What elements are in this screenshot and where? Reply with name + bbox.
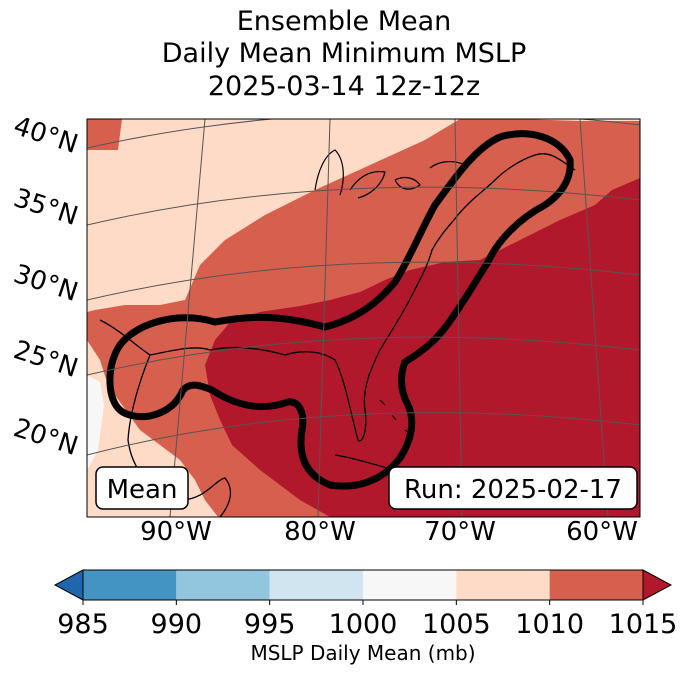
graticule: [87, 119, 640, 517]
map-frame: [86, 118, 641, 518]
colorbar-label: MSLP Daily Mean (mb): [250, 641, 475, 665]
colorbar-tick-label-1000: 1000: [329, 609, 398, 640]
colorbar-bin-990-995: [176, 570, 270, 600]
great-lakes: [314, 149, 466, 199]
colorbar-bin-995-1000: [269, 570, 363, 600]
annotation-run-box: [388, 466, 638, 510]
colorbar-bin-1000-1005: [363, 570, 457, 600]
annotation-mean-text: Mean: [107, 475, 178, 505]
title-line-1: Ensemble Mean: [236, 6, 452, 37]
map-area: [87, 119, 640, 517]
lat-label-35: 35°N: [10, 183, 82, 232]
colorbar-tick-label-1010: 1010: [515, 609, 584, 640]
bahamas: [379, 399, 411, 435]
annotation-mean-box: [95, 466, 189, 510]
lon-label-70: 70°W: [424, 517, 496, 547]
lon-label-80: 80°W: [284, 517, 356, 547]
lat-label-25: 25°N: [10, 335, 82, 384]
lat-label-30: 30°N: [10, 259, 82, 308]
colorbar-tick-label-1005: 1005: [422, 609, 491, 640]
colorbar-tick-label-985: 985: [57, 609, 109, 640]
contour-outline: [106, 130, 574, 490]
annotation-run: Run: 2025-02-17: [388, 466, 638, 510]
lon-labels: 90°W 80°W 70°W 60°W: [140, 517, 638, 547]
annotation-mean: Mean: [95, 466, 189, 510]
colorbar-tick-label-990: 990: [151, 609, 203, 640]
lon-label-60: 60°W: [566, 517, 638, 547]
title-line-3: 2025-03-14 12z-12z: [207, 71, 481, 102]
colorbar-tick-label-1015: 1015: [609, 609, 678, 640]
colorbar-bin-1010-1015: [549, 570, 643, 600]
lat-label-40: 40°N: [10, 111, 82, 160]
lon-label-90: 90°W: [140, 517, 212, 547]
annotation-run-text: Run: 2025-02-17: [404, 475, 622, 505]
lat-labels: 40°N 35°N 30°N 25°N 20°N: [10, 111, 82, 462]
colorbar-tick-label-995: 995: [244, 609, 296, 640]
colorbar-extend-low: [53, 569, 84, 601]
title-line-2: Daily Mean Minimum MSLP: [161, 38, 527, 69]
colorbar-extend-high: [642, 569, 673, 601]
coastline: [99, 153, 576, 442]
band-1005-1010-north: [87, 119, 460, 312]
lat-label-20: 20°N: [10, 413, 82, 462]
band-1000-1005-west: [87, 375, 104, 470]
colorbar-bin-1005-1010: [456, 570, 550, 600]
colorbar-bin-985-990: [83, 570, 177, 600]
colorbar: 985 990 995 1000 1005 1010 1015: [53, 569, 678, 640]
